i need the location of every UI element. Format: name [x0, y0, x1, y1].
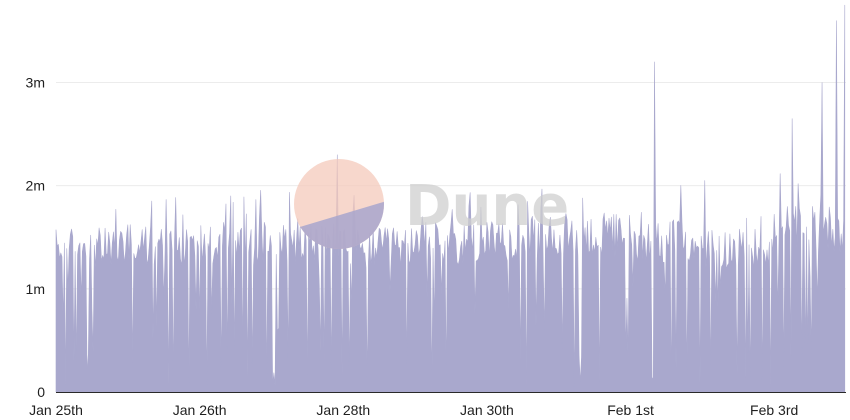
dune-watermark: Dune [294, 159, 569, 249]
axes: 0 1m 2m 3m Jan 25th Jan 26th Jan 28th Jan 30th F… [26, 75, 846, 418]
y-tick-label: 1m [26, 281, 45, 297]
plot-area [55, 4, 846, 393]
x-tick-label: Jan 30th [460, 402, 514, 418]
x-tick-label: Jan 25th [29, 402, 83, 418]
y-tick-label: 2m [26, 178, 45, 194]
y-tick-label: 3m [26, 75, 45, 91]
watermark-text: Dune [405, 174, 569, 239]
x-tick-label: Feb 1st [607, 402, 654, 418]
x-tick-label: Feb 3rd [750, 402, 798, 418]
series-area [55, 4, 846, 393]
x-tick-label: Jan 28th [316, 402, 370, 418]
x-tick-label: Jan 26th [173, 402, 227, 418]
y-tick-label: 0 [37, 384, 45, 400]
